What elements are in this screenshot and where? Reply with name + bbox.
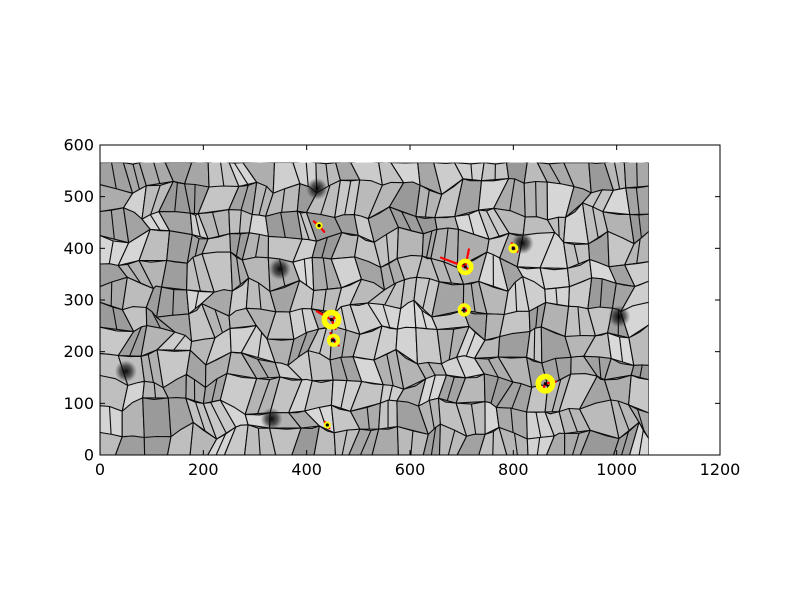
vector-line	[464, 248, 470, 269]
y-tick-label: 100	[63, 394, 94, 413]
dark-spot	[268, 258, 291, 280]
detected-point	[315, 222, 323, 230]
y-tick-label: 500	[63, 187, 94, 206]
x-tick-label: 0	[95, 460, 105, 479]
detected-point	[508, 243, 519, 254]
point-center	[329, 318, 334, 322]
point-center	[331, 338, 336, 342]
dark-spot	[114, 360, 137, 383]
y-tick-label: 300	[63, 291, 94, 310]
point-center	[511, 246, 515, 250]
x-axis-ticks: 0 200 400 600 800 1000 1200	[95, 145, 740, 479]
y-tick-label: 200	[63, 342, 94, 361]
point-center	[543, 382, 547, 386]
x-tick-label: 400	[291, 460, 322, 479]
x-tick-label: 1200	[700, 460, 741, 479]
dark-spot	[608, 305, 631, 328]
y-tick-label: 0	[84, 446, 94, 465]
x-tick-label: 800	[498, 460, 529, 479]
detected-point	[457, 303, 471, 317]
dark-spot	[260, 407, 283, 430]
detected-points	[315, 222, 556, 429]
x-tick-label: 600	[395, 460, 426, 479]
detected-point	[457, 258, 474, 276]
point-center	[462, 308, 466, 312]
micrograph-image	[100, 162, 649, 455]
point-center	[463, 265, 467, 269]
dark-spots	[114, 177, 631, 430]
y-tick-label: 600	[63, 136, 94, 155]
y-axis-ticks: 0 100 200 300 400 500 600	[63, 136, 720, 465]
dark-spot	[306, 177, 328, 200]
detected-point	[323, 421, 331, 429]
detected-point	[535, 373, 556, 394]
x-tick-label: 1000	[596, 460, 637, 479]
point-center	[317, 224, 321, 228]
x-tick-label: 200	[188, 460, 219, 479]
y-tick-label: 400	[63, 239, 94, 258]
detected-point	[321, 309, 342, 330]
point-center	[325, 423, 329, 427]
detected-point	[326, 333, 341, 347]
